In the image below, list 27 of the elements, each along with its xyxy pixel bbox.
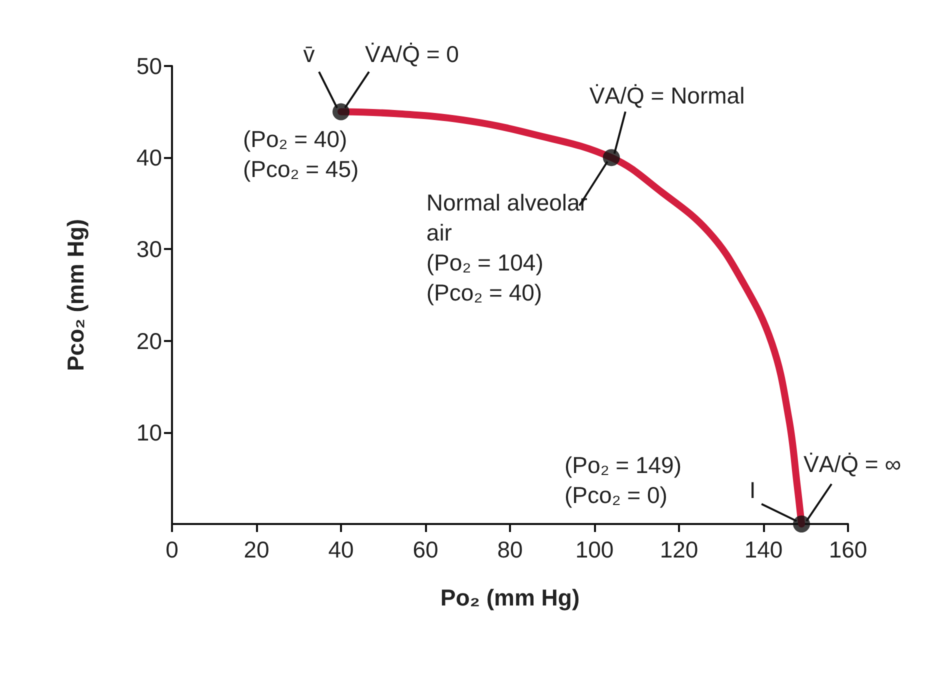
point [332, 103, 350, 120]
point [602, 149, 620, 166]
x-tick-label: 140 [744, 536, 783, 562]
x-tick-label: 40 [328, 536, 354, 562]
y-axis-title: Pco₂ (mm Hg) [62, 218, 88, 372]
annotation: V̇A/Q̇ = Normal [589, 82, 745, 109]
annotation: (Po₂ = 149) (Pco₂ = 0) [564, 452, 682, 508]
x-tick-label: 20 [244, 536, 270, 562]
x-axis-title: Po₂ (mm Hg) [440, 584, 580, 610]
annotation: V̇A/Q̇ = ∞ [804, 451, 902, 477]
x-tick-label: 120 [660, 536, 698, 562]
y-tick-label: 30 [136, 236, 162, 262]
x-tick-label: 80 [497, 536, 523, 562]
y-tick-label: 40 [136, 144, 162, 171]
point [793, 516, 810, 532]
x-tick-label: 100 [575, 536, 614, 562]
y-tick-label: 20 [136, 328, 162, 354]
x-tick-label: 0 [166, 536, 178, 562]
y-tick-label: 50 [136, 53, 162, 79]
y-tick-label: 10 [136, 419, 162, 446]
annotation: V̇A/Q̇ = 0 [365, 40, 459, 67]
x-tick-label: 60 [412, 536, 438, 562]
annotation: I [749, 477, 756, 503]
x-tick-label: 160 [828, 536, 868, 562]
annotation: v̄ [303, 40, 316, 67]
annotation: (Po₂ = 40) (Pco₂ = 45) [243, 126, 359, 182]
annotation: Normal alveolar air (Po₂ = 104) (Pco₂ = 40) [426, 190, 588, 306]
